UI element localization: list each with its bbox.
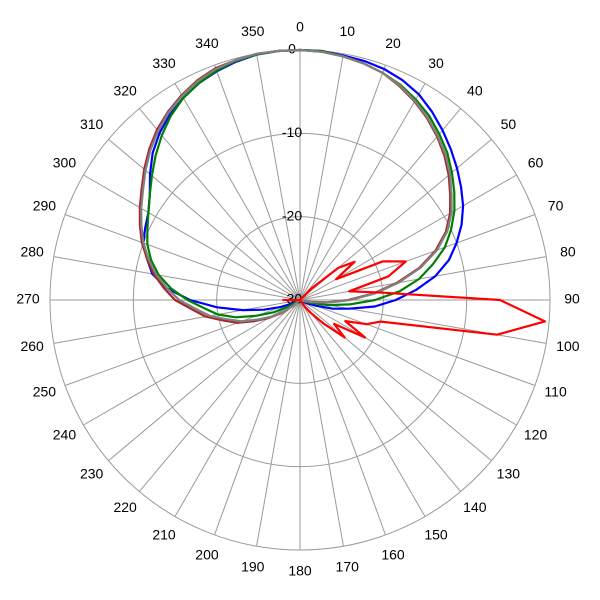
grid-spoke — [299, 256, 547, 301]
angle-tick-label: 290 — [33, 198, 57, 214]
grid-spoke — [299, 83, 426, 301]
grid-spoke — [108, 138, 301, 301]
angle-tick-label: 330 — [152, 55, 176, 71]
angle-tick-label: 30 — [428, 55, 444, 71]
angle-tick-label: 300 — [53, 155, 77, 171]
angle-tick-label: 160 — [381, 546, 405, 562]
radial-tick-label: -10 — [282, 124, 302, 140]
series-line — [146, 48, 456, 319]
angle-tick-label: 340 — [195, 35, 219, 51]
angle-tick-label: 20 — [385, 35, 401, 51]
series-line — [140, 48, 453, 323]
grid-spoke — [299, 64, 386, 301]
grid-spoke — [299, 299, 344, 547]
grid-spoke — [174, 299, 301, 517]
grid-spoke — [214, 64, 301, 301]
angle-tick-label: 190 — [241, 559, 265, 575]
angle-tick-label: 80 — [560, 243, 576, 259]
angle-tick-label: 0 — [296, 19, 304, 35]
angle-tick-label: 140 — [463, 499, 487, 515]
grid-spoke — [299, 299, 547, 344]
series-line — [282, 260, 546, 339]
grid-spoke — [108, 299, 301, 462]
angle-tick-label: 320 — [113, 82, 137, 98]
angle-tick-label: 70 — [548, 198, 564, 214]
angle-tick-label: 350 — [241, 23, 265, 39]
angle-tick-label: 180 — [288, 563, 312, 579]
grid-spoke — [299, 299, 426, 517]
grid-spoke — [256, 53, 301, 301]
grid-spoke — [299, 299, 492, 462]
grid-spoke — [53, 299, 301, 344]
angle-tick-label: 250 — [33, 384, 57, 400]
radial-tick-label: 0 — [288, 41, 296, 57]
angle-tick-label: 60 — [528, 155, 544, 171]
grid-spoke — [138, 108, 301, 301]
grid-spoke — [299, 214, 536, 301]
angle-tick-label: 220 — [113, 499, 137, 515]
angle-tick-label: 120 — [524, 427, 548, 443]
grid-spoke — [299, 299, 462, 492]
angle-tick-label: 260 — [20, 338, 44, 354]
grid-spoke — [299, 299, 386, 536]
radial-tick-label: -20 — [282, 207, 302, 223]
grid-spoke — [214, 299, 301, 536]
grid-spoke — [299, 299, 517, 426]
grid-spoke — [53, 256, 301, 301]
grid-spoke — [299, 108, 462, 301]
angle-tick-label: 110 — [544, 384, 567, 400]
grid-spoke — [64, 214, 301, 301]
grid-spoke — [83, 299, 301, 426]
grid-spoke — [299, 53, 344, 301]
angle-tick-label: 10 — [339, 23, 355, 39]
angle-tick-label: 240 — [53, 427, 77, 443]
grid-spoke — [83, 174, 301, 301]
angle-tick-label: 170 — [336, 559, 360, 575]
angle-tick-label: 310 — [80, 116, 104, 132]
angle-tick-label: 40 — [467, 82, 483, 98]
angle-tick-label: 210 — [152, 526, 176, 542]
angle-tick-label: 200 — [195, 546, 219, 562]
grid-spoke — [299, 299, 536, 386]
angle-tick-label: 270 — [16, 291, 40, 307]
grid-spoke — [138, 299, 301, 492]
angle-tick-label: 230 — [80, 466, 104, 482]
angle-tick-label: 90 — [564, 291, 580, 307]
grid-spoke — [174, 83, 301, 301]
angle-tick-label: 130 — [497, 466, 521, 482]
angle-tick-label: 280 — [20, 243, 44, 259]
angle-tick-label: 50 — [501, 116, 517, 132]
angle-tick-label: 100 — [556, 338, 580, 354]
grid-spoke — [256, 299, 301, 547]
angle-tick-label: 150 — [424, 526, 448, 542]
